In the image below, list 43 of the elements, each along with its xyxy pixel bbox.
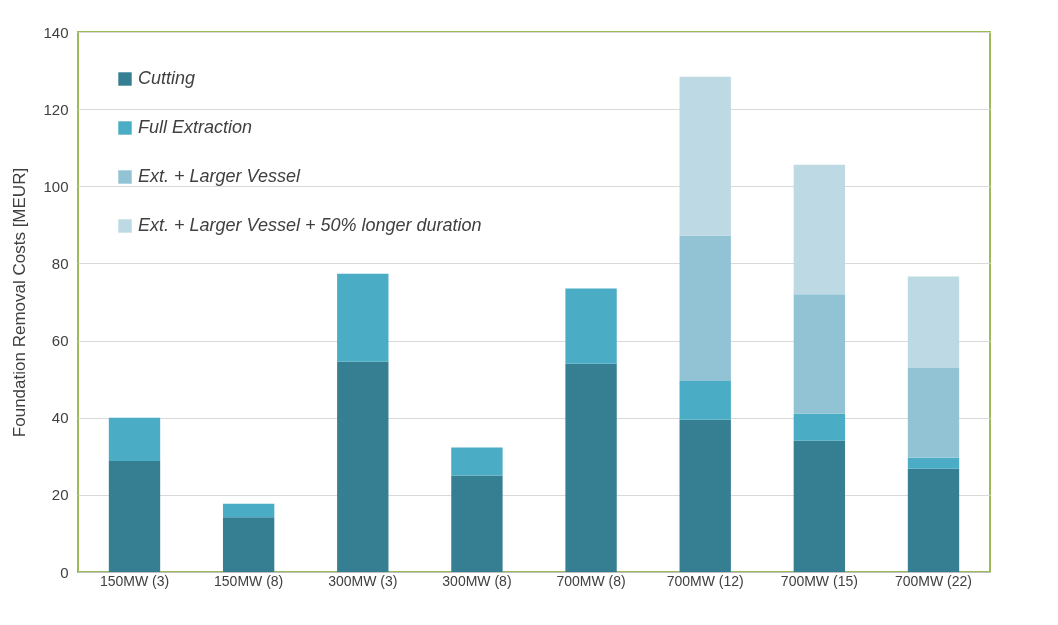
- y-tick-label: 80: [51, 254, 69, 272]
- bar: [679, 381, 731, 420]
- bar: [337, 273, 389, 362]
- legend-label: Cutting: [138, 68, 196, 88]
- bar: [679, 235, 731, 382]
- x-tick-label: 700MW (22): [894, 572, 973, 589]
- bar: [108, 417, 161, 461]
- bar: [679, 76, 731, 236]
- x-tick-label: 150MW (3): [99, 572, 170, 589]
- bar: [907, 276, 960, 368]
- legend-label: Full Extraction: [138, 117, 253, 137]
- y-tick-label: 120: [43, 100, 69, 118]
- x-tick-label: 150MW (8): [214, 572, 284, 589]
- x-tick-label: 700MW (12): [666, 572, 744, 589]
- x-tick-label: 300MW (3): [328, 572, 398, 589]
- bar: [565, 288, 617, 364]
- y-tick-label: 40: [51, 409, 69, 427]
- bar: [793, 294, 846, 414]
- y-tick-label: 60: [51, 332, 69, 350]
- bar: [108, 460, 161, 572]
- bar: [793, 413, 846, 441]
- bar: [907, 457, 960, 469]
- bar: [907, 468, 960, 572]
- bar: [793, 164, 846, 295]
- y-tick-label: 140: [43, 23, 69, 41]
- y-tick-label: 20: [51, 486, 69, 504]
- x-tick-label: 700MW (8): [556, 572, 626, 589]
- bar: [222, 517, 275, 572]
- bar: [907, 367, 960, 458]
- legend-label: Ext. + Larger Vessel: [138, 166, 301, 186]
- bar: [337, 361, 389, 572]
- y-tick-label: 100: [43, 177, 69, 195]
- x-tick-label: 300MW (8): [442, 572, 512, 589]
- legend-label: Ext. + Larger Vessel + 50% longer duration: [138, 215, 482, 235]
- bar: [222, 503, 275, 518]
- y-axis-title: Foundation Removal Costs [MEUR]: [10, 167, 30, 438]
- bar: [793, 440, 846, 572]
- bar: [451, 447, 503, 476]
- bar: [679, 419, 731, 572]
- bar: [451, 475, 503, 572]
- bar: [565, 363, 617, 572]
- y-tick-label: 0: [60, 563, 69, 581]
- x-tick-label: 700MW (15): [780, 572, 858, 589]
